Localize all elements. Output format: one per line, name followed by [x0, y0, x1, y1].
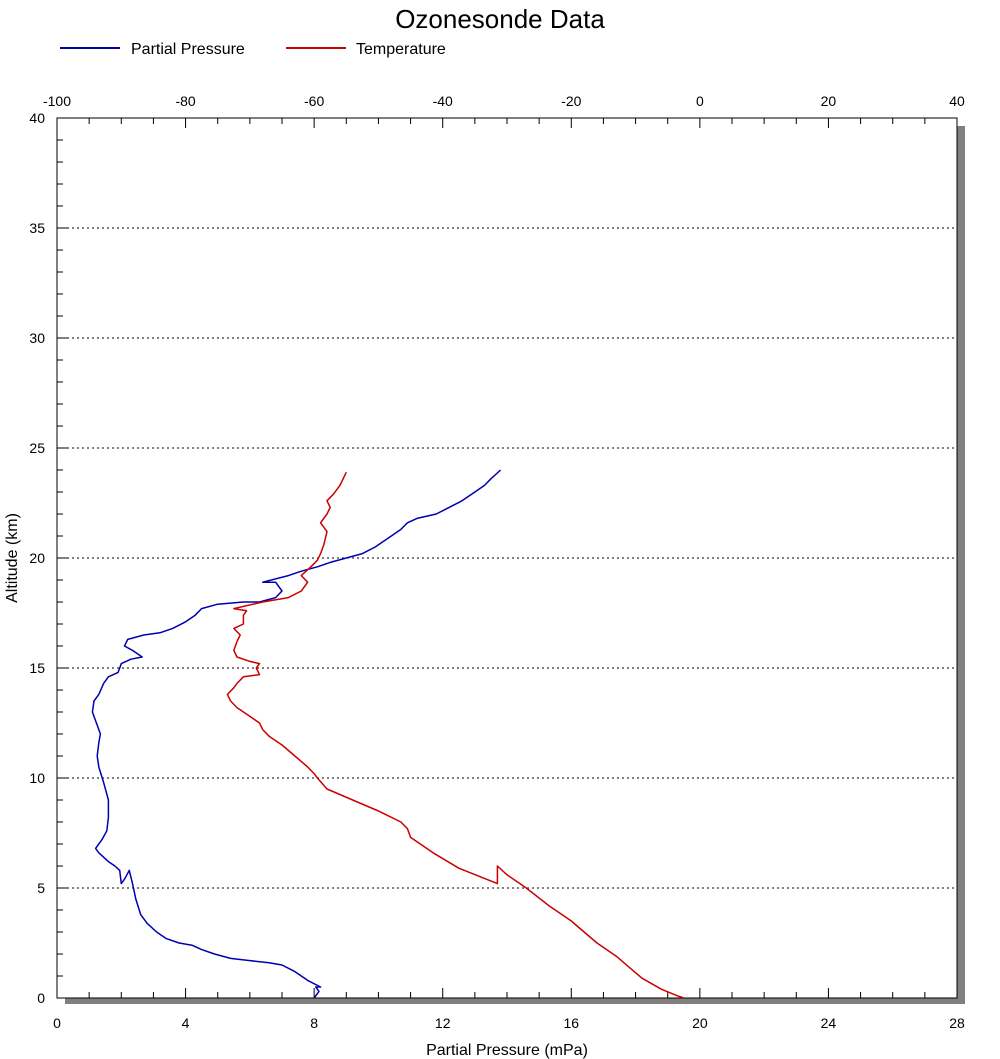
x-bottom-tick-label: 8	[310, 1015, 318, 1031]
x-top-tick-label: 40	[949, 93, 965, 109]
y-tick-label: 5	[37, 880, 45, 896]
gridlines	[57, 227, 957, 889]
x-bottom-tick-label: 4	[182, 1015, 190, 1031]
y-tick-label: 15	[29, 660, 45, 676]
series-line-partial-pressure	[91, 469, 502, 999]
y-tick-label: 25	[29, 440, 45, 456]
x-axis-title: Partial Pressure (mPa)	[426, 1042, 588, 1059]
y-tick-label: 10	[29, 770, 45, 786]
axis-ticks	[56, 117, 958, 999]
x-bottom-tick-label: 0	[53, 1015, 61, 1031]
x-bottom-tick-label: 20	[692, 1015, 708, 1031]
y-tick-label: 40	[29, 110, 45, 126]
x-top-tick-label: -40	[433, 93, 453, 109]
legend-label-temperature: Temperature	[356, 41, 446, 58]
x-bottom-tick-label: 28	[949, 1015, 965, 1031]
x-bottom-tick-label: 16	[563, 1015, 579, 1031]
y-tick-label: 35	[29, 220, 45, 236]
x-top-tick-label: -80	[175, 93, 195, 109]
series-lines	[91, 469, 685, 999]
x-top-tick-label: -20	[561, 93, 581, 109]
y-tick-label: 0	[37, 990, 45, 1006]
x-bottom-tick-label: 12	[435, 1015, 451, 1031]
x-top-tick-label: -60	[304, 93, 324, 109]
y-tick-label: 20	[29, 550, 45, 566]
x-top-tick-label: -100	[43, 93, 71, 109]
legend: Partial Pressure Temperature	[60, 41, 446, 58]
x-top-tick-label: 0	[696, 93, 704, 109]
y-axis-title: Altitude (km)	[4, 513, 21, 603]
x-bottom-tick-label: 24	[821, 1015, 837, 1031]
series-line-temperature	[226, 471, 685, 999]
legend-label-partial-pressure: Partial Pressure	[131, 41, 245, 58]
y-tick-label: 30	[29, 330, 45, 346]
x-top-tick-label: 20	[821, 93, 837, 109]
tick-labels: 0 5 10 15 20 25 30 35 40 0 4 8 12 16 20 24 28 -100 -80 -60 -…	[29, 93, 965, 1031]
chart-title: Ozonesonde Data	[395, 4, 605, 34]
